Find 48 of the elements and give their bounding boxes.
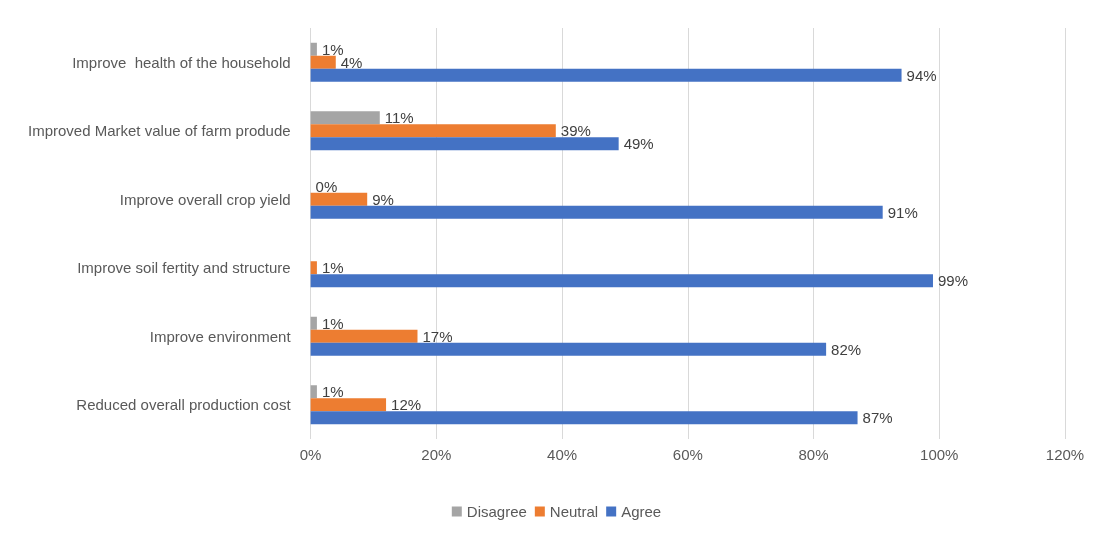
bar: [310, 205, 883, 219]
legend-label: Agree: [621, 503, 662, 520]
data-label: 9%: [372, 190, 394, 208]
x-tick-label: 100%: [920, 446, 959, 463]
data-label: 91%: [887, 203, 918, 221]
data-label: 82%: [831, 340, 862, 358]
bar: [310, 111, 380, 125]
data-label: 1%: [321, 40, 344, 58]
data-label: 1%: [321, 259, 344, 277]
data-label: 1%: [321, 314, 344, 332]
x-tick-label: 60%: [672, 446, 703, 463]
bar: [310, 55, 336, 69]
y-tick-label: Improve health of the household: [72, 53, 291, 71]
y-tick-label: Improve soil fertity and structure: [77, 259, 291, 277]
x-tick-label: 80%: [798, 446, 829, 463]
bar: [310, 398, 387, 412]
legend-label: Neutral: [549, 503, 599, 520]
data-label: 87%: [862, 409, 893, 427]
data-label: 17%: [422, 327, 453, 345]
y-tick-label: Improved Market value of farm produde: [28, 122, 291, 140]
data-label: 11%: [384, 109, 414, 127]
data-label: 94%: [906, 66, 937, 84]
x-tick-label: 20%: [421, 446, 452, 463]
x-tick-label: 40%: [547, 446, 578, 463]
bar: [310, 342, 827, 356]
data-label: 99%: [937, 272, 969, 290]
bar: [310, 124, 556, 138]
data-label: 0%: [315, 177, 338, 195]
data-label: 1%: [321, 383, 344, 401]
bar: [310, 137, 619, 151]
bar: [310, 42, 317, 56]
x-tick-label: 120%: [1045, 446, 1085, 463]
bar: [310, 329, 418, 343]
data-label: 49%: [623, 135, 654, 153]
y-tick-label: Improve overall crop yield: [119, 190, 291, 208]
bar: [310, 316, 317, 330]
y-tick-label: Reduced overall production cost: [76, 396, 292, 414]
bar: [310, 274, 933, 288]
bar: [310, 411, 858, 425]
data-label: 12%: [391, 396, 422, 414]
x-tick-label: 0%: [299, 446, 322, 463]
bar: [310, 385, 317, 399]
legend-label: Disagree: [466, 503, 527, 520]
bar: [310, 192, 368, 206]
y-tick-label: Improve environment: [149, 327, 292, 345]
data-label: 39%: [560, 122, 591, 140]
bar: [310, 68, 902, 82]
bar: [310, 261, 317, 275]
